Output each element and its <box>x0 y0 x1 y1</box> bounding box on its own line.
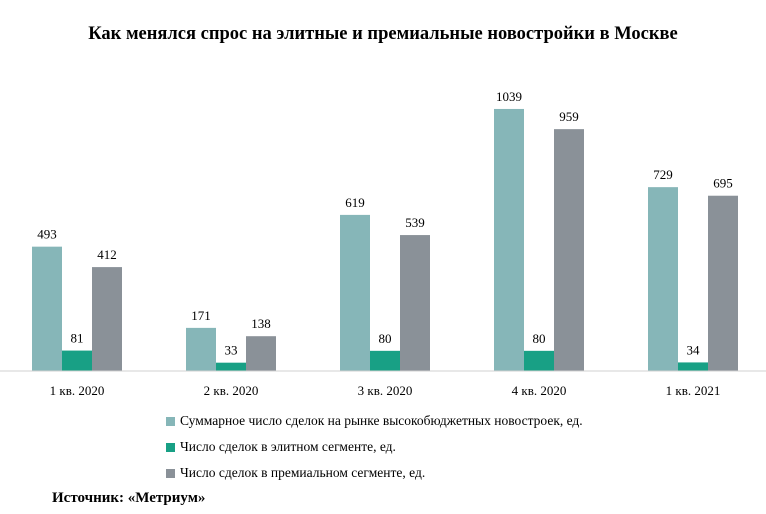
bar-total-4 <box>648 187 678 371</box>
data-label-total-4: 729 <box>653 167 673 182</box>
data-label-premium-2: 539 <box>405 215 425 230</box>
source-note: Источник: «Метриум» <box>52 490 206 506</box>
x-tick-label-1: 2 кв. 2020 <box>204 383 259 398</box>
data-label-premium-4: 695 <box>713 176 733 191</box>
data-label-elite-2: 80 <box>379 331 392 346</box>
x-tick-label-4: 1 кв. 2021 <box>666 383 721 398</box>
bar-premium-1 <box>246 336 276 371</box>
legend: Суммарное число сделок на рынке высокобю… <box>166 408 583 486</box>
data-label-total-3: 1039 <box>496 89 522 104</box>
bar-elite-3 <box>524 350 554 371</box>
data-label-total-2: 619 <box>345 195 365 210</box>
legend-item-premium: Число сделок в премиальном сегменте, ед. <box>166 460 583 486</box>
legend-item-total: Суммарное число сделок на рынке высокобю… <box>166 408 583 434</box>
legend-swatch-premium <box>166 468 175 478</box>
bar-premium-2 <box>400 235 430 371</box>
data-label-elite-0: 81 <box>71 331 84 346</box>
bar-premium-3 <box>554 129 584 371</box>
x-tick-label-0: 1 кв. 2020 <box>50 383 105 398</box>
legend-label-premium: Число сделок в премиальном сегменте, ед. <box>180 465 426 480</box>
data-label-premium-3: 959 <box>559 109 579 124</box>
legend-item-elite: Число сделок в элитном сегменте, ед. <box>166 434 583 460</box>
bar-elite-0 <box>62 350 92 371</box>
x-tick-label-3: 4 кв. 2020 <box>512 383 567 398</box>
data-label-total-0: 493 <box>37 227 57 242</box>
bar-premium-0 <box>92 267 122 371</box>
data-label-premium-1: 138 <box>251 316 271 331</box>
bar-elite-1 <box>216 362 246 371</box>
data-label-elite-1: 33 <box>225 343 238 358</box>
data-label-elite-4: 34 <box>687 342 701 357</box>
data-label-elite-3: 80 <box>533 331 546 346</box>
bar-total-1 <box>186 327 216 371</box>
bar-chart: 493 81 412 1 кв. 2020 171 33 138 2 кв. 2020 619 8… <box>0 89 766 398</box>
chart-title: Как менялся спрос на элитные и премиальн… <box>88 24 678 44</box>
bar-total-0 <box>32 246 62 371</box>
bar-total-3 <box>494 108 524 371</box>
bar-premium-4 <box>708 195 738 371</box>
bar-elite-4 <box>678 362 708 371</box>
legend-swatch-elite <box>166 442 175 452</box>
legend-label-total: Суммарное число сделок на рынке высокобю… <box>180 413 583 428</box>
data-label-total-1: 171 <box>191 308 211 323</box>
data-label-premium-0: 412 <box>97 247 117 262</box>
bar-elite-2 <box>370 350 400 371</box>
x-tick-label-2: 3 кв. 2020 <box>358 383 413 398</box>
legend-label-elite: Число сделок в элитном сегменте, ед. <box>180 439 396 454</box>
legend-swatch-total <box>166 416 175 426</box>
bar-total-2 <box>340 214 370 371</box>
